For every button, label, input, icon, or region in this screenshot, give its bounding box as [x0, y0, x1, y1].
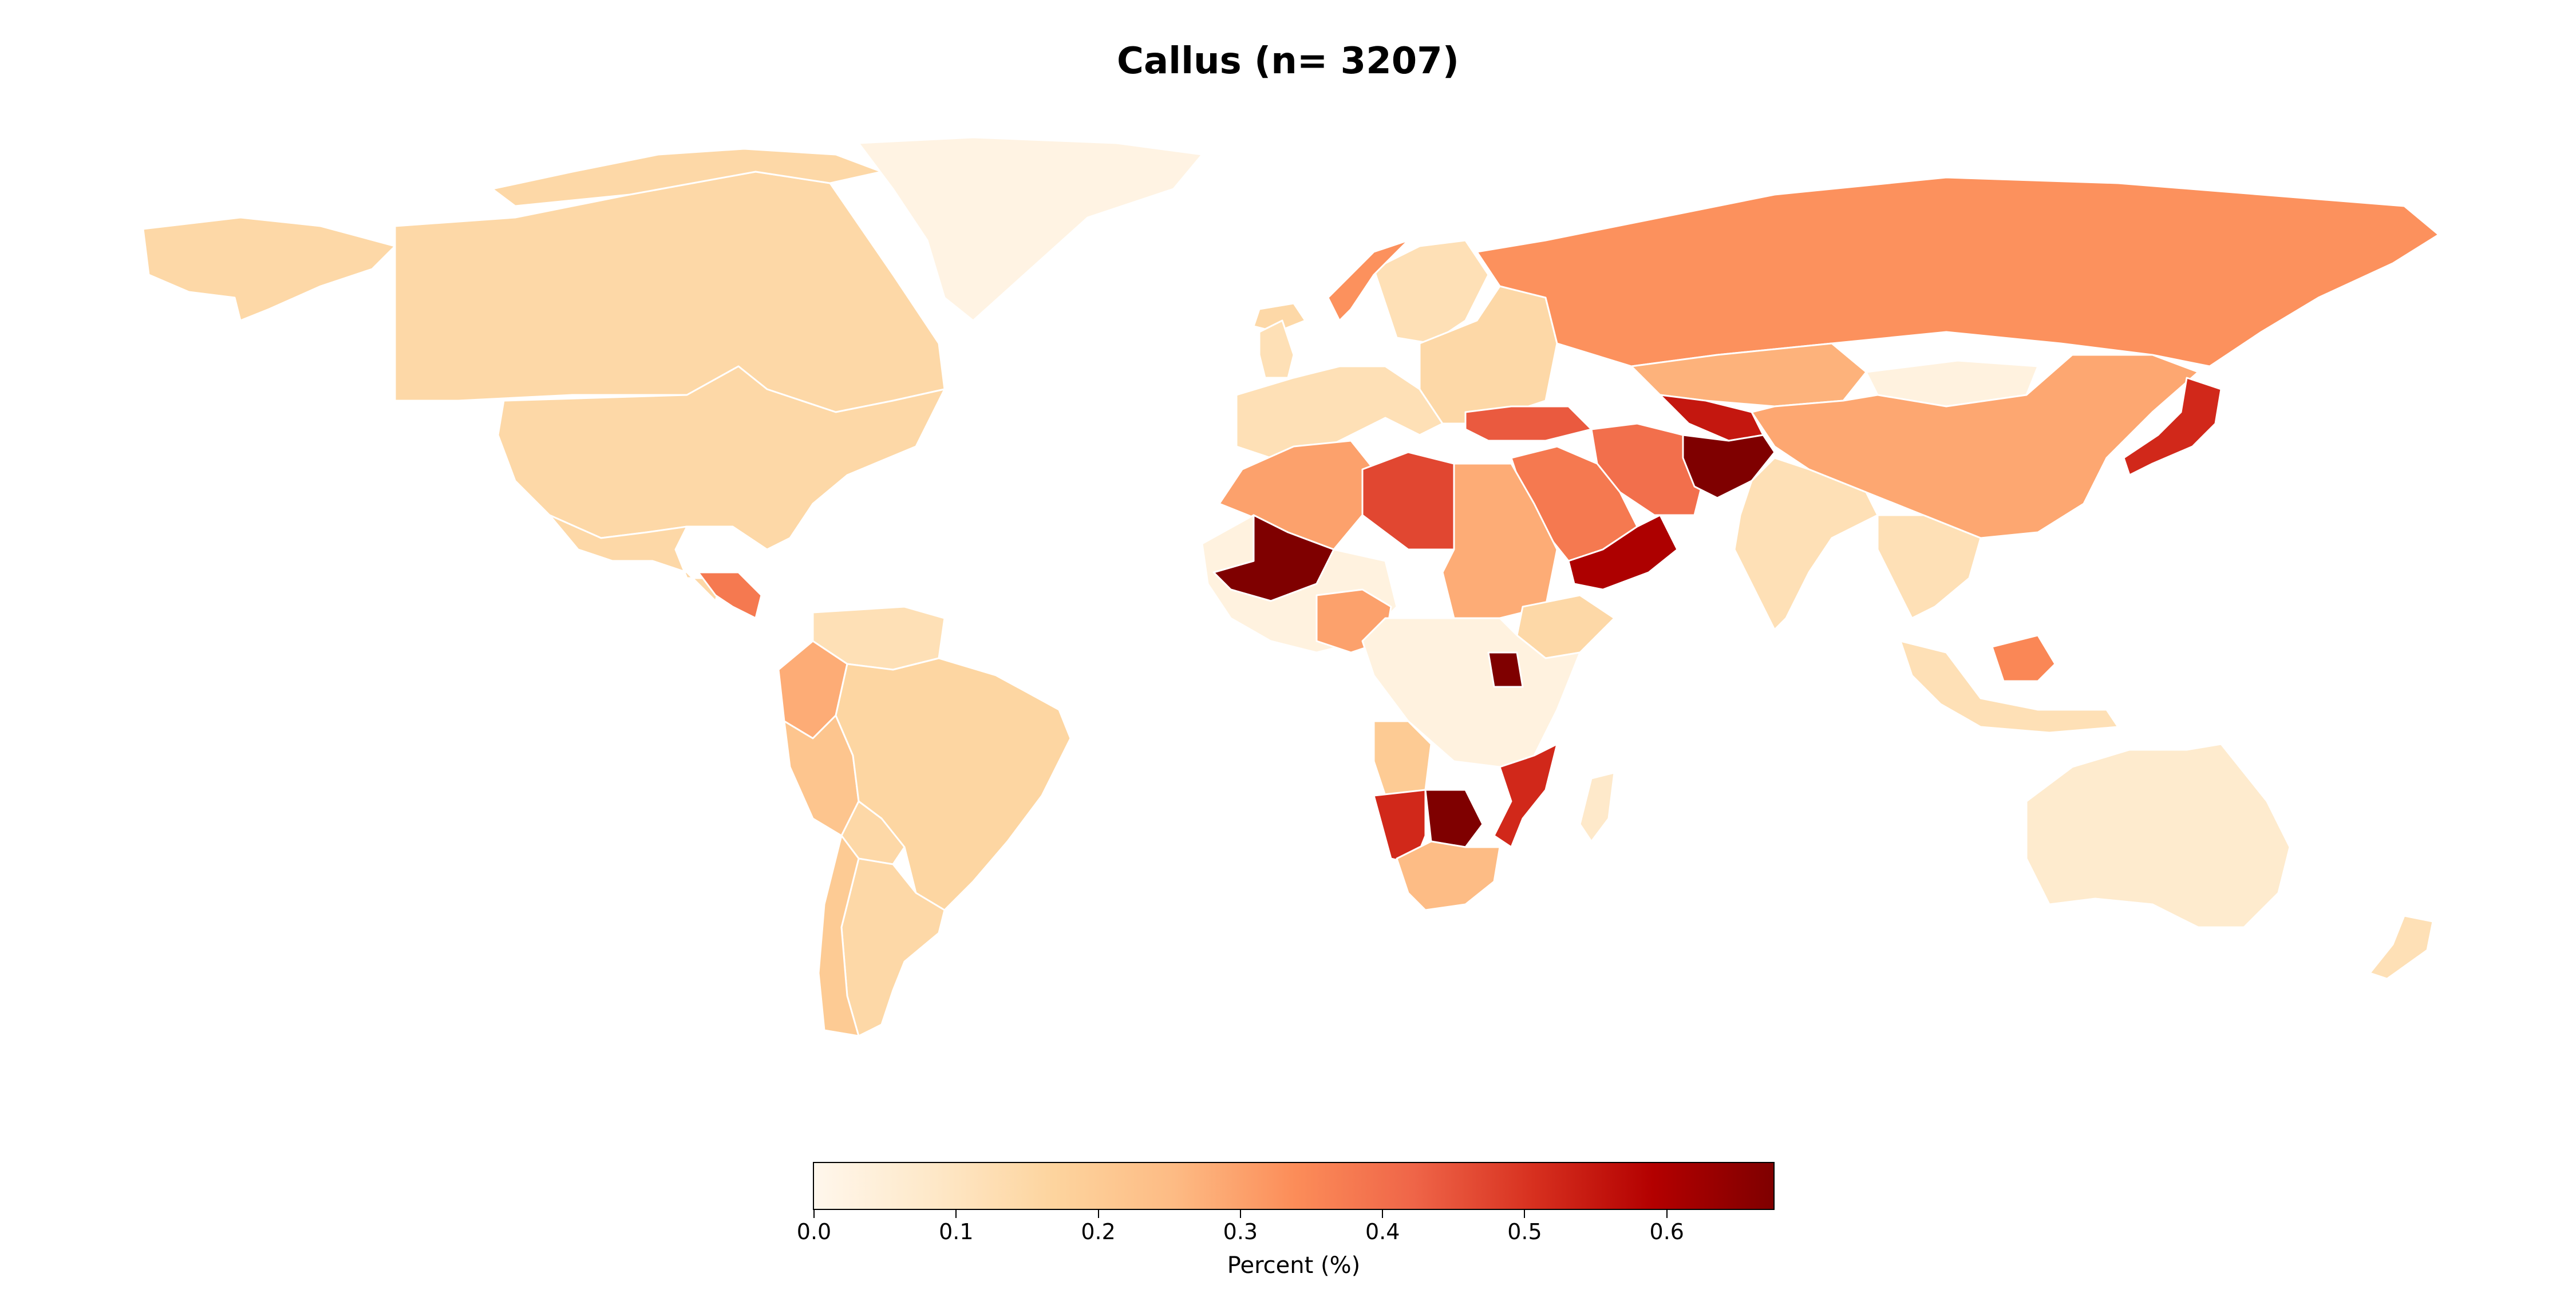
region-central-africa: [1361, 617, 1581, 768]
region-central-america: [697, 571, 762, 619]
region-new-zealand: [2369, 915, 2434, 980]
colorbar-tick-label: 0.4: [1365, 1219, 1400, 1244]
colorbar-tick: [1666, 1210, 1668, 1218]
colorbar-label: Percent (%): [1227, 1252, 1361, 1279]
colorbar-tick-label: 0.0: [796, 1219, 832, 1244]
region-uganda: [1487, 651, 1524, 688]
colorbar-tick: [1382, 1210, 1384, 1218]
region-india: [1733, 457, 1879, 631]
region-iceland: [1253, 302, 1306, 333]
region-mozambique: [1493, 743, 1558, 848]
region-canada: [394, 171, 946, 413]
colorbar-tick: [1097, 1210, 1099, 1218]
region-borneo: [1991, 634, 2056, 682]
region-uk: [1258, 319, 1295, 379]
region-turkey: [1464, 405, 1593, 442]
region-japan: [2123, 377, 2222, 476]
colorbar-tick-label: 0.5: [1507, 1219, 1542, 1244]
region-southeast-asia: [1876, 514, 1982, 619]
region-greenland: [858, 136, 1203, 322]
region-eastern-europe: [1419, 285, 1558, 425]
colorbar-tick: [955, 1210, 957, 1218]
colorbar-tick: [1524, 1210, 1526, 1218]
region-scandinavia: [1373, 239, 1490, 345]
region-russia: [1476, 176, 2440, 367]
colorbar: 0.0 0.1 0.2 0.3 0.4 0.5 0.6: [797, 1162, 1775, 1244]
region-morocco-algeria: [1218, 440, 1375, 551]
map-title: Callus (n= 3207): [1116, 40, 1460, 82]
region-norway-coast: [1327, 239, 1409, 322]
colorbar-tick-label: 0.6: [1649, 1219, 1684, 1244]
region-south-africa: [1396, 840, 1501, 911]
region-chile: [817, 835, 860, 1037]
region-madagascar: [1579, 772, 1615, 843]
colorbar-tick: [1239, 1210, 1241, 1218]
region-australia: [2025, 743, 2291, 928]
region-botswana: [1424, 789, 1484, 848]
world-choropleth-map: [142, 136, 2440, 1037]
region-yemen-oman: [1567, 514, 1678, 591]
region-indonesia: [1899, 640, 2119, 734]
colorbar-gradient: [813, 1162, 1775, 1210]
colorbar-tick-label: 0.1: [939, 1219, 974, 1244]
colorbar-tick-label: 0.2: [1081, 1219, 1116, 1244]
region-libya: [1361, 451, 1455, 551]
colorbar-tick-label: 0.3: [1223, 1219, 1258, 1244]
region-alaska: [142, 216, 396, 322]
colorbar-tick: [813, 1210, 815, 1218]
